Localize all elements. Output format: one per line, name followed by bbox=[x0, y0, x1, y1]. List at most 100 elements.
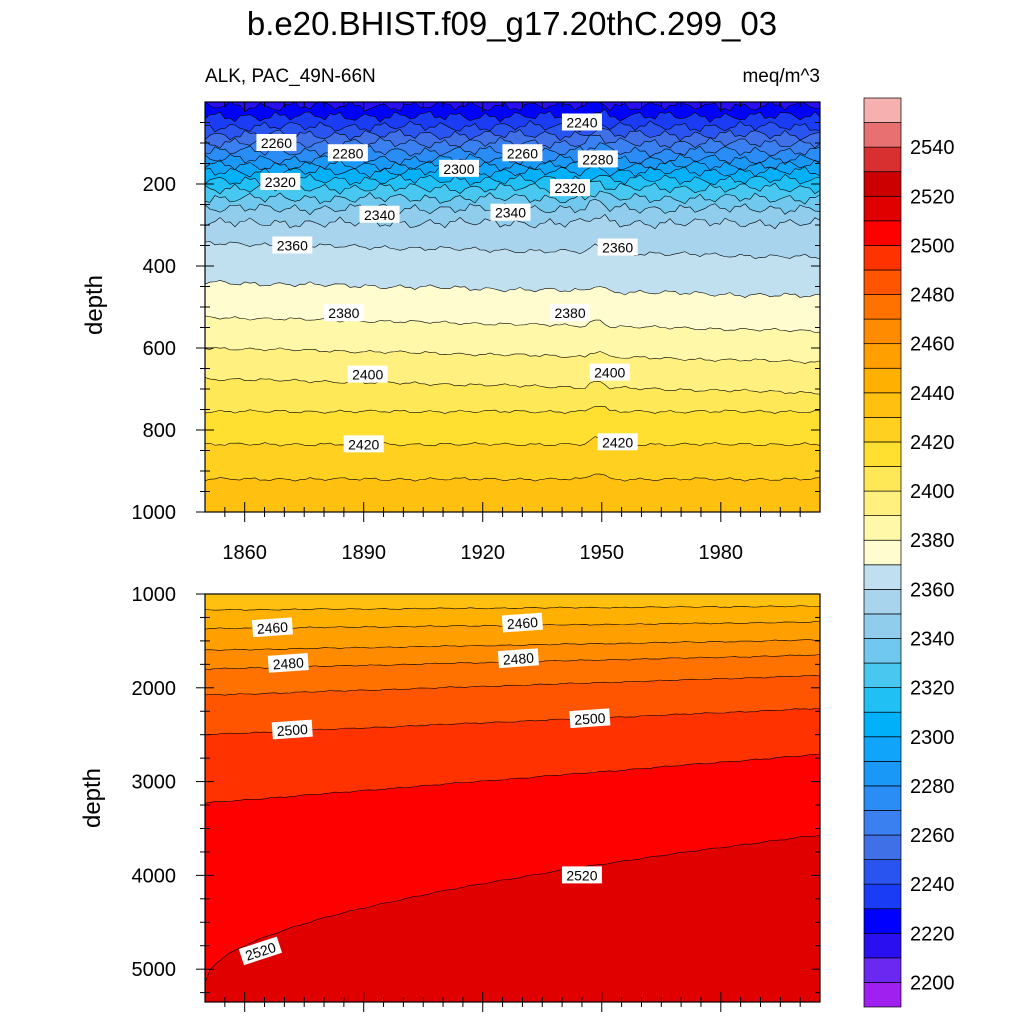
contour-line-2420 bbox=[205, 436, 820, 447]
colorbar-swatch bbox=[863, 982, 902, 1008]
contour-label-2460: 2460 bbox=[251, 617, 293, 638]
contour-label-2520: 2520 bbox=[561, 866, 602, 884]
contour-line-2240 bbox=[205, 117, 820, 133]
contour-label-box bbox=[490, 203, 531, 221]
x-tick-label: 1980 bbox=[699, 542, 744, 564]
contour-label-box bbox=[271, 719, 313, 740]
x-tick-labels: 1860 1890 1920 1950 1980 bbox=[222, 542, 743, 564]
contour-line-2310 bbox=[205, 173, 820, 186]
contour-label-box bbox=[497, 648, 539, 669]
contour-label-box bbox=[323, 304, 364, 322]
colorbar-tick-label: 2340 bbox=[910, 628, 955, 650]
colorbar-swatch bbox=[863, 638, 902, 664]
colorbar-tick-label: 2400 bbox=[910, 481, 955, 503]
colorbar-swatch bbox=[863, 687, 902, 713]
colorbar-swatch bbox=[863, 245, 902, 271]
contour-label-text: 2360 bbox=[602, 240, 633, 256]
contour-label-box bbox=[260, 172, 301, 190]
colorbar-swatch bbox=[863, 441, 902, 467]
contour-line-2440 bbox=[205, 526, 820, 534]
contour-label-2320: 2320 bbox=[550, 179, 591, 197]
colorbar-tick-label: 2300 bbox=[910, 727, 955, 749]
contour-label-box bbox=[589, 363, 630, 381]
colorbar-swatch bbox=[863, 515, 902, 541]
x-tick-label: 1950 bbox=[580, 542, 625, 564]
left-subtitle: ALK, PAC_49N-66N bbox=[205, 66, 376, 87]
lower-y-axis-label: depth bbox=[79, 768, 106, 828]
contour-label-2400: 2400 bbox=[347, 365, 388, 383]
chart-title: b.e20.BHIST.f09_g17.20thC.299_03 bbox=[247, 5, 777, 42]
contour-label-2420: 2420 bbox=[343, 435, 384, 453]
colorbar-swatch bbox=[863, 490, 902, 516]
contour-line-2460 bbox=[205, 639, 820, 651]
contour-label-text: 2300 bbox=[443, 161, 474, 177]
colorbar-tick-label: 2540 bbox=[910, 137, 955, 159]
contour-label-text: 2400 bbox=[352, 367, 383, 383]
colorbar-tick-label: 2280 bbox=[910, 776, 955, 798]
contour-label-2340: 2340 bbox=[359, 205, 400, 223]
contour-label-text: 2320 bbox=[265, 174, 296, 190]
contour-line-2320 bbox=[205, 180, 820, 195]
contour-line-2440 bbox=[205, 605, 820, 611]
colorbar-swatch bbox=[863, 785, 902, 811]
colorbar-swatch bbox=[863, 834, 902, 860]
colorbar-swatch bbox=[863, 711, 902, 738]
contour-line-2370 bbox=[205, 280, 820, 298]
contour-label-box bbox=[597, 433, 638, 451]
colorbar-tick-label: 2380 bbox=[910, 530, 955, 552]
contour-line-2430 bbox=[205, 473, 820, 482]
colorbar-tick-label: 2440 bbox=[910, 383, 955, 405]
contour-label-2260: 2260 bbox=[502, 144, 543, 162]
contour-label-2500: 2500 bbox=[569, 708, 611, 729]
upper-panel: 2260 2280 2320 2300 2260 2240 2280 2320 2340 2340… bbox=[132, 101, 821, 534]
contour-line-2510 bbox=[205, 834, 820, 983]
upper-y-tick-label: 800 bbox=[143, 420, 176, 442]
colorbar-swatch bbox=[863, 957, 902, 983]
colorbar-swatch bbox=[863, 760, 902, 787]
contour-label-box bbox=[569, 708, 611, 729]
contour-label-text: 2280 bbox=[332, 145, 363, 161]
contour-line-2410 bbox=[205, 406, 820, 414]
contour-label-2320: 2320 bbox=[260, 172, 301, 190]
contour-label-box bbox=[267, 653, 309, 673]
contour-band-2510 bbox=[205, 835, 820, 1002]
contour-label-2360: 2360 bbox=[597, 238, 638, 256]
right-subtitle: meq/m^3 bbox=[742, 66, 820, 87]
colorbar-tick-label: 2420 bbox=[910, 432, 955, 454]
colorbar-swatch bbox=[863, 318, 902, 345]
lower-y-tick-label: 3000 bbox=[132, 772, 177, 794]
x-tick-label: 1860 bbox=[222, 542, 267, 564]
contour-label-box bbox=[502, 144, 543, 162]
contour-label-box bbox=[272, 236, 313, 254]
contour-line-2330 bbox=[205, 190, 820, 205]
contour-line-2230 bbox=[205, 108, 820, 123]
contour-label-box bbox=[327, 144, 368, 162]
contour-label-2380: 2380 bbox=[550, 304, 591, 322]
colorbar-tick-label: 2500 bbox=[910, 235, 955, 257]
contour-label-2360: 2360 bbox=[272, 236, 313, 254]
contour-label-2300: 2300 bbox=[438, 159, 479, 177]
contour-line-2390 bbox=[205, 347, 820, 364]
x-tick-label: 1920 bbox=[460, 542, 505, 564]
colorbar-swatch bbox=[863, 466, 902, 492]
colorbar-swatch bbox=[863, 810, 902, 836]
contour-label-text: 2420 bbox=[348, 436, 379, 452]
colorbar-swatch bbox=[863, 932, 902, 959]
colorbar-swatch bbox=[863, 859, 902, 885]
colorbar-swatch bbox=[863, 171, 902, 197]
contour-label-text: 2400 bbox=[594, 365, 625, 381]
contour-line-2280 bbox=[205, 149, 820, 166]
contour-label-2280: 2280 bbox=[327, 144, 368, 162]
colorbar-swatch bbox=[863, 613, 902, 639]
contour-label-2420: 2420 bbox=[597, 433, 638, 451]
colorbar-swatch bbox=[863, 122, 902, 148]
contour-line-2350 bbox=[205, 214, 820, 230]
contour-label-box bbox=[359, 205, 400, 223]
contour-band-2440 bbox=[205, 517, 820, 534]
colorbar-tick-label: 2360 bbox=[910, 579, 955, 601]
lower-contour-fills bbox=[205, 594, 820, 1002]
contour-label-2460: 2460 bbox=[501, 612, 543, 633]
contour-label-text: 2260 bbox=[261, 135, 292, 151]
colorbar-tick-label: 2220 bbox=[910, 923, 955, 945]
upper-contour-fills bbox=[205, 102, 820, 534]
